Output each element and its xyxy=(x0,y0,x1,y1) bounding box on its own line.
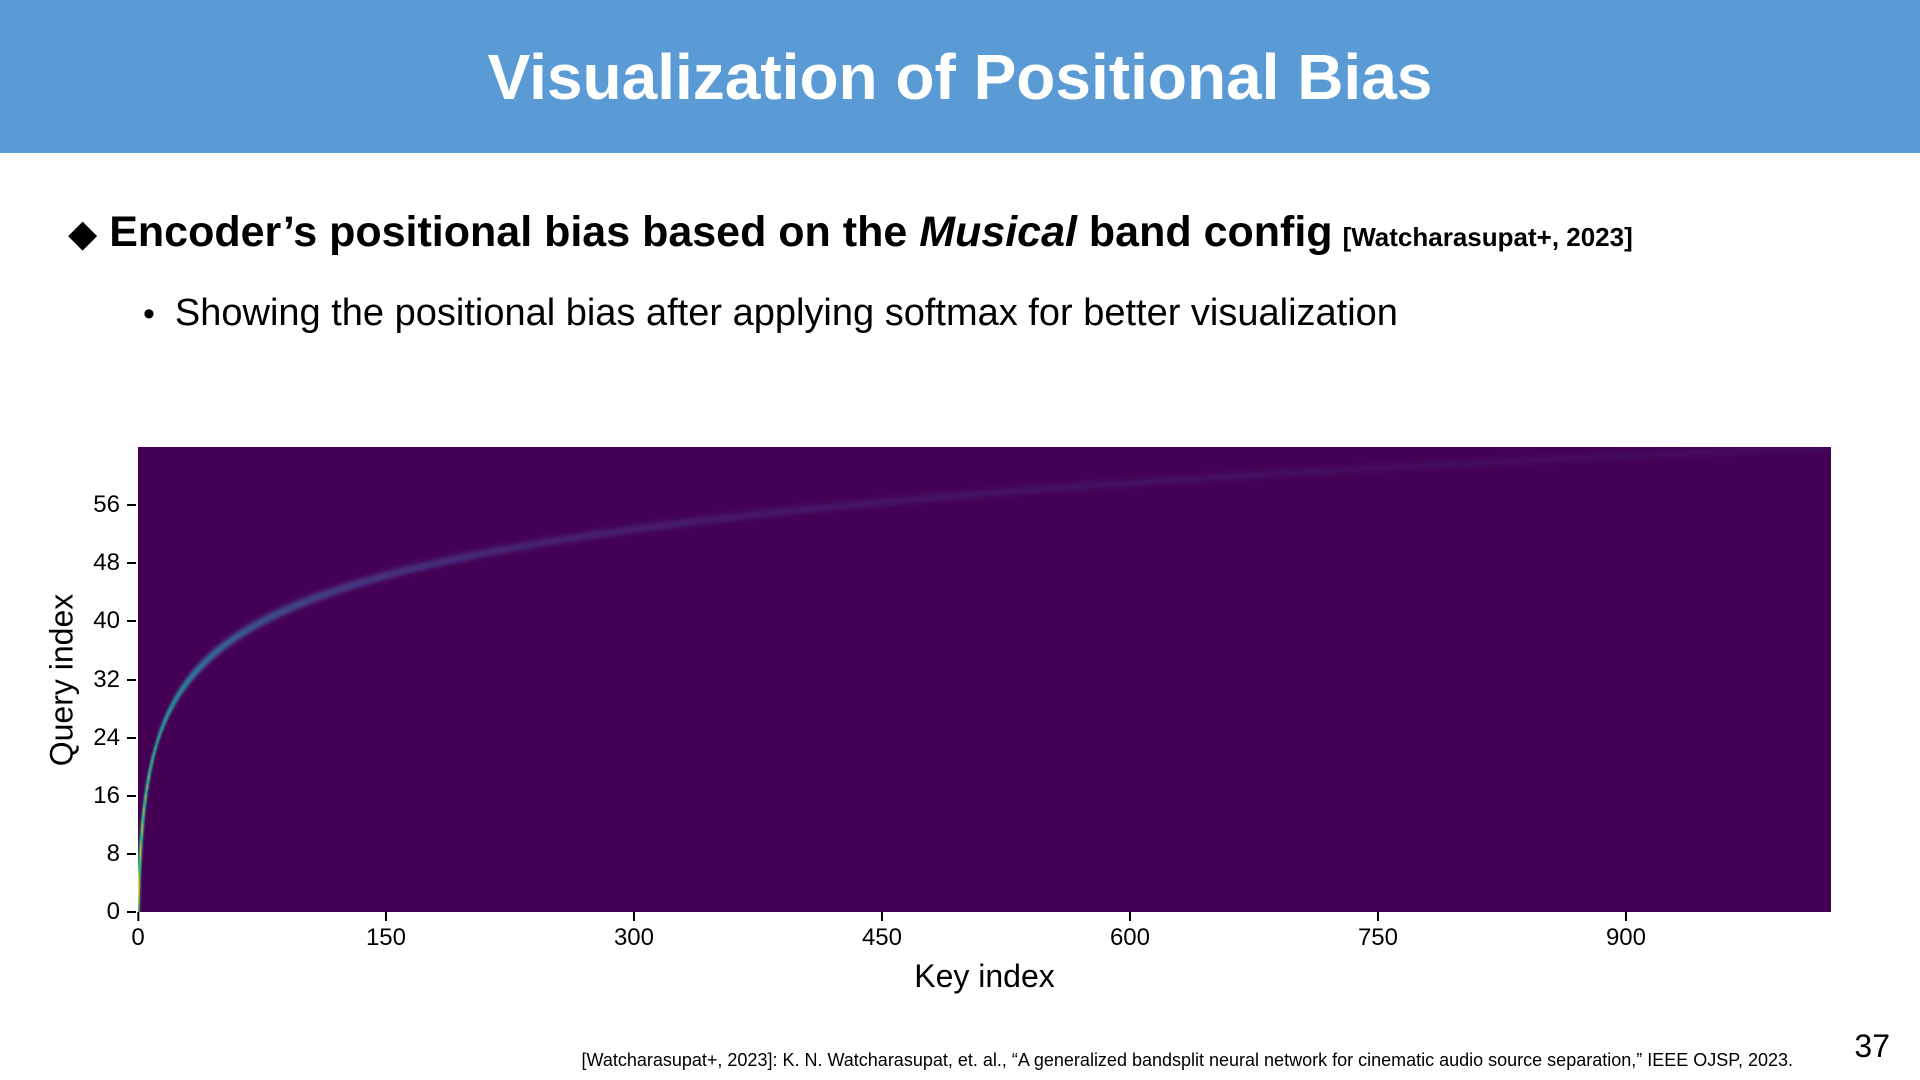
y-tick-56: 56 xyxy=(50,491,136,519)
x-axis-label: Key index xyxy=(914,958,1055,994)
y-tick-0: 0 xyxy=(50,898,136,926)
main-bullet-text: Encoder’s positional bias based on the M… xyxy=(109,208,1332,257)
y-tick-16: 16 xyxy=(50,782,136,810)
y-tick-label: 8 xyxy=(106,839,120,867)
x-tick-mark xyxy=(384,912,387,921)
y-tick-mark xyxy=(127,911,136,913)
header-bar: Visualization of Positional Bias xyxy=(0,0,1920,153)
x-axis-ticks: 0 150 300 450 600 750 900 xyxy=(131,912,1831,958)
y-axis-label: Query index xyxy=(43,593,80,767)
y-tick-label: 40 xyxy=(93,607,120,635)
x-tick-label: 150 xyxy=(365,924,407,951)
y-tick-32: 32 xyxy=(50,666,136,694)
main-bullet-suffix: band config xyxy=(1076,208,1333,256)
y-tick-mark xyxy=(127,794,136,797)
x-tick-mark xyxy=(880,912,883,921)
x-tick-750: 750 xyxy=(1358,912,1398,952)
y-tick-label: 32 xyxy=(93,665,120,693)
y-tick-label: 16 xyxy=(93,781,120,809)
y-tick-mark xyxy=(127,620,136,623)
footer-citation: [Watcharasupat+, 2023]: K. N. Watcharasu… xyxy=(581,1050,1794,1070)
sub-bullet-text: Showing the positional bias after applyi… xyxy=(174,292,1398,334)
x-tick-mark xyxy=(632,912,635,921)
slide-title: Visualization of Positional Bias xyxy=(487,40,1433,113)
heatmap-canvas xyxy=(138,447,1831,912)
y-tick-40: 40 xyxy=(50,607,136,635)
y-tick-48: 48 xyxy=(50,549,136,577)
y-tick-label: 0 xyxy=(106,898,120,925)
diamond-bullet-icon: ◆ xyxy=(68,213,98,255)
main-bullet-citation: [Watcharasupat+, 2023] xyxy=(1342,222,1633,252)
y-tick-label: 56 xyxy=(93,491,120,519)
x-tick-label: 450 xyxy=(861,924,903,951)
x-tick-mark xyxy=(1128,912,1131,921)
y-tick-label: 48 xyxy=(93,549,120,577)
x-tick-label: 0 xyxy=(131,924,145,951)
dot-bullet-icon: • xyxy=(143,295,155,333)
x-tick-300: 300 xyxy=(614,912,654,952)
y-tick-mark xyxy=(127,852,136,855)
heatmap-plot xyxy=(138,447,1831,912)
y-tick-mark xyxy=(127,736,136,739)
y-tick-8: 8 xyxy=(50,840,136,868)
x-tick-600: 600 xyxy=(1110,912,1150,952)
main-bullet-prefix: Encoder’s positional bias based on the xyxy=(109,208,920,256)
x-tick-mark xyxy=(1624,912,1627,921)
x-tick-label: 750 xyxy=(1357,924,1399,951)
x-tick-150: 150 xyxy=(366,912,406,952)
main-bullet: ◆ Encoder’s positional bias based on the… xyxy=(68,208,1633,257)
page-number: 37 xyxy=(1854,1028,1890,1064)
x-tick-mark xyxy=(1376,912,1379,921)
y-tick-mark xyxy=(127,504,136,507)
main-bullet-emphasis: Musical xyxy=(919,208,1077,256)
x-tick-0: 0 xyxy=(131,912,145,952)
y-axis-ticks: 0 8 16 24 32 40 48 56 xyxy=(50,447,136,925)
x-tick-mark xyxy=(136,912,139,921)
y-tick-mark xyxy=(127,562,136,565)
sub-bullet: • Showing the positional bias after appl… xyxy=(143,292,1398,335)
y-tick-24: 24 xyxy=(50,724,136,752)
x-tick-900: 900 xyxy=(1606,912,1646,952)
x-tick-label: 900 xyxy=(1605,924,1647,951)
y-tick-mark xyxy=(127,678,136,681)
x-tick-label: 600 xyxy=(1109,924,1151,951)
y-tick-label: 24 xyxy=(93,723,120,751)
x-tick-450: 450 xyxy=(862,912,902,952)
x-tick-label: 300 xyxy=(613,924,655,951)
